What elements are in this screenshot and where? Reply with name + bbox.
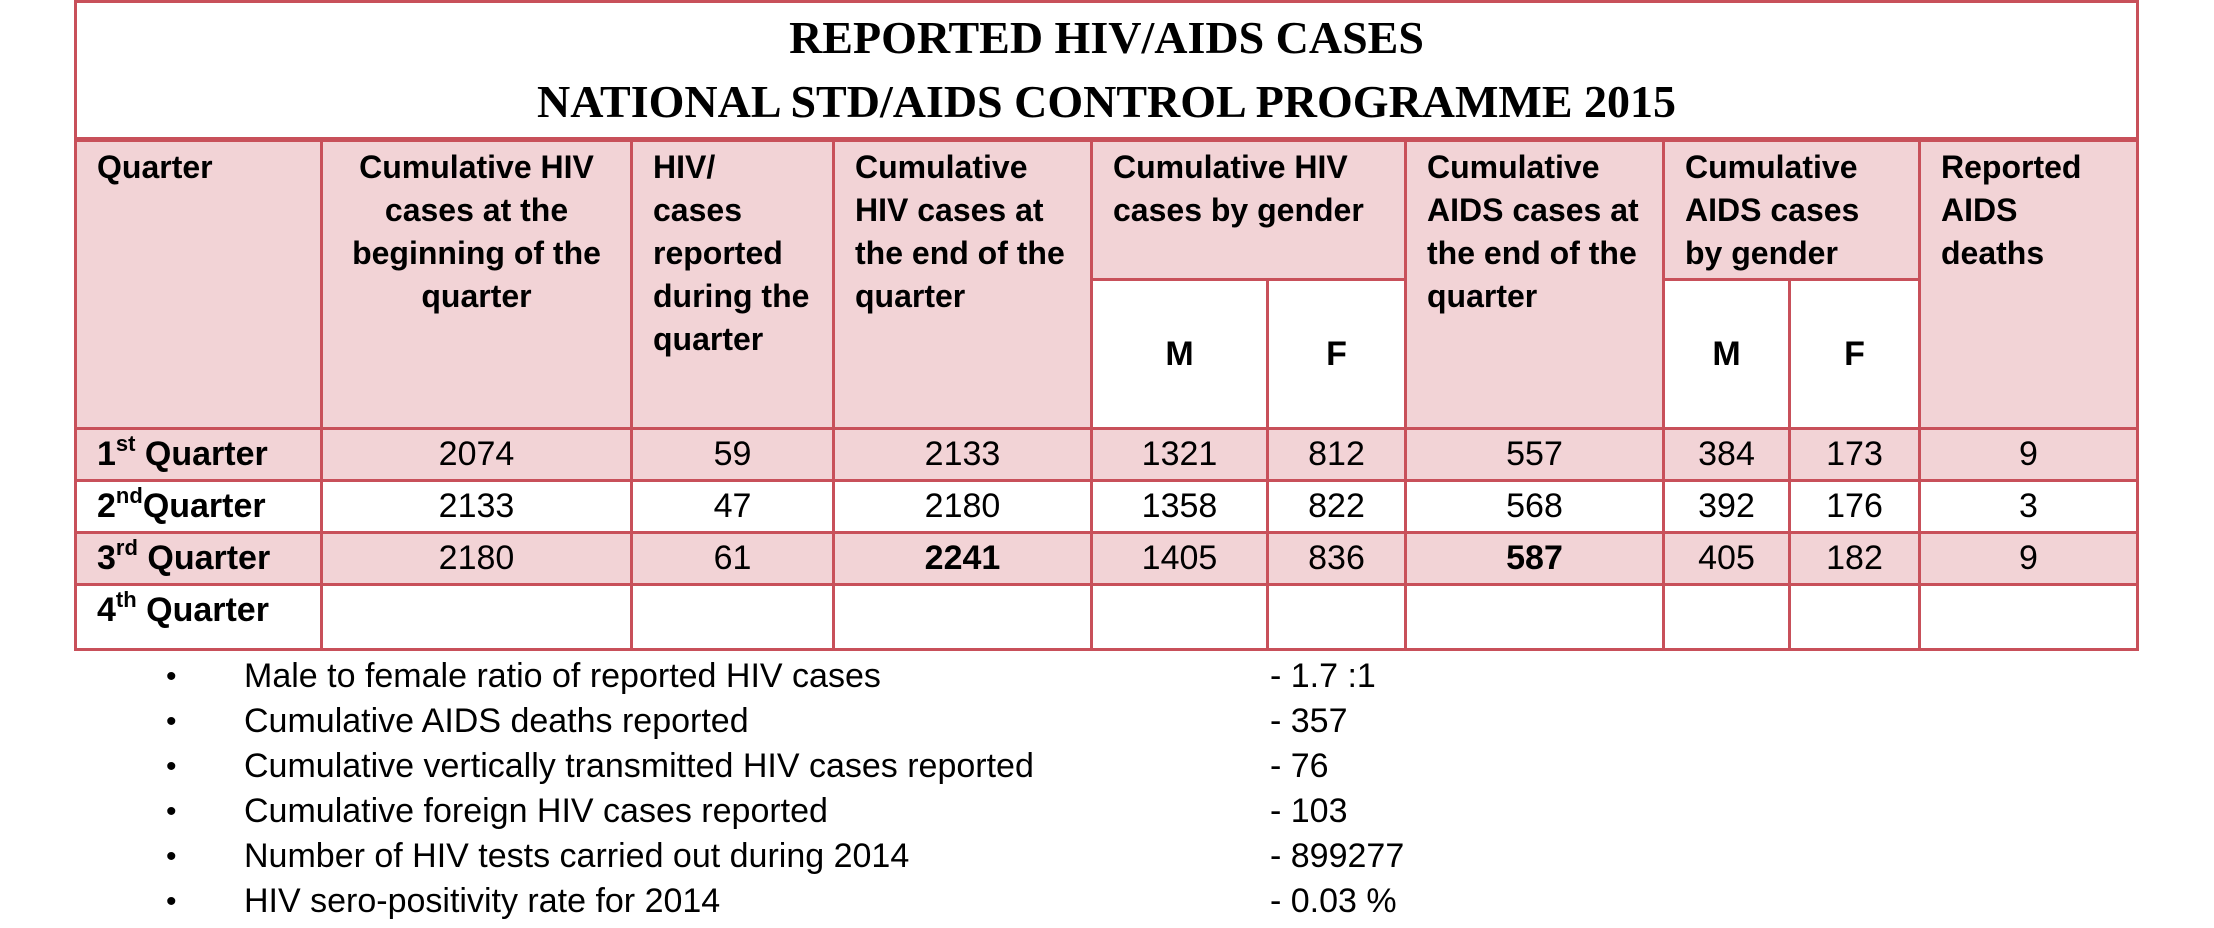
bullet-icon: • — [166, 705, 177, 738]
cell-reported: 59 — [630, 427, 835, 482]
bullet-icon: • — [166, 660, 177, 693]
cell-cum-end: 2241 — [832, 531, 1093, 586]
cell-cum-end — [832, 583, 1093, 651]
stat-value: - 103 — [1270, 792, 1348, 830]
header-aids-end: Cumulative AIDS cases at the end of the … — [1404, 138, 1665, 430]
cell-hiv-male: 1358 — [1090, 479, 1269, 534]
cell-deaths: 9 — [1917, 427, 2140, 482]
header-hiv-female: F — [1266, 278, 1407, 430]
cell-aids-end: 587 — [1404, 531, 1665, 586]
cell-aids-end: 568 — [1404, 479, 1665, 534]
cell-cum-end: 2133 — [832, 427, 1093, 482]
cell-deaths — [1917, 583, 2140, 651]
header-aids-deaths: Reported AIDS deaths — [1917, 138, 2140, 430]
cell-aids-female: 176 — [1788, 479, 1921, 534]
header-reported-during: HIV/ cases reported during the quarter — [630, 138, 835, 430]
header-aids-by-gender: Cumulative AIDS cases by gender — [1662, 138, 1921, 281]
bullet-icon: • — [166, 795, 177, 828]
cell-aids-male — [1662, 583, 1791, 651]
stat-label: Cumulative vertically transmitted HIV ca… — [244, 747, 1034, 785]
stat-value: - 76 — [1270, 747, 1329, 785]
cell-aids-male: 392 — [1662, 479, 1791, 534]
cell-hiv-female: 822 — [1266, 479, 1407, 534]
stat-value: - 357 — [1270, 702, 1348, 740]
hiv-aids-report-table: REPORTED HIV/AIDS CASES NATIONAL STD/AID… — [73, 0, 2140, 651]
bullet-icon: • — [166, 885, 177, 918]
stat-label: Cumulative foreign HIV cases reported — [244, 792, 828, 830]
table-row: 1st Quarter 2074 59 2133 1321 812 557 38… — [74, 427, 2140, 482]
cell-aids-male: 384 — [1662, 427, 1791, 482]
row-label: 3rd Quarter — [74, 531, 323, 586]
row-label: 4th Quarter — [74, 583, 323, 651]
cell-reported: 61 — [630, 531, 835, 586]
header-hiv-by-gender: Cumulative HIV cases by gender — [1090, 138, 1407, 281]
row-label: 2ndQuarter — [74, 479, 323, 534]
list-item: • Male to female ratio of reported HIV c… — [166, 654, 1566, 699]
header-hiv-male: M — [1090, 278, 1269, 430]
header-cum-end: Cumulative HIV cases at the end of the q… — [832, 138, 1093, 430]
cell-aids-male: 405 — [1662, 531, 1791, 586]
stat-label: Male to female ratio of reported HIV cas… — [244, 657, 881, 695]
list-item: • HIV sero-positivity rate for 2014 - 0.… — [166, 879, 1566, 924]
cell-reported: 47 — [630, 479, 835, 534]
stat-value: - 1.7 :1 — [1270, 657, 1376, 695]
cell-hiv-female: 836 — [1266, 531, 1407, 586]
cell-aids-female: 173 — [1788, 427, 1921, 482]
stat-value: - 899277 — [1270, 837, 1405, 875]
list-item: • Cumulative AIDS deaths reported - 357 — [166, 699, 1566, 744]
header-quarter: Quarter — [74, 138, 323, 430]
cell-aids-end: 557 — [1404, 427, 1665, 482]
bullet-icon: • — [166, 840, 177, 873]
cell-hiv-female: 812 — [1266, 427, 1407, 482]
cell-hiv-male: 1405 — [1090, 531, 1269, 586]
header-cum-begin: Cumulative HIV cases at the beginning of… — [320, 138, 633, 430]
cell-hiv-male: 1321 — [1090, 427, 1269, 482]
cell-reported — [630, 583, 835, 651]
cell-cum-begin: 2133 — [320, 479, 633, 534]
cell-hiv-female — [1266, 583, 1407, 651]
header-aids-female: F — [1788, 278, 1921, 430]
stat-label: Number of HIV tests carried out during 2… — [244, 837, 910, 875]
list-item: • Cumulative vertically transmitted HIV … — [166, 744, 1566, 789]
table-row: 2ndQuarter 2133 47 2180 1358 822 568 392… — [74, 479, 2140, 534]
cell-cum-begin: 2074 — [320, 427, 633, 482]
header-aids-male: M — [1662, 278, 1791, 430]
stat-label: HIV sero-positivity rate for 2014 — [244, 882, 721, 920]
table-row: 4th Quarter — [74, 583, 2140, 651]
list-item: • Cumulative foreign HIV cases reported … — [166, 789, 1566, 834]
cell-cum-end: 2180 — [832, 479, 1093, 534]
stat-value: - 0.03 % — [1270, 882, 1397, 920]
cell-cum-begin — [320, 583, 633, 651]
title-line-1: REPORTED HIV/AIDS CASES — [789, 12, 1424, 63]
cell-aids-female: 182 — [1788, 531, 1921, 586]
cell-hiv-male — [1090, 583, 1269, 651]
table-title: REPORTED HIV/AIDS CASES NATIONAL STD/AID… — [73, 0, 2140, 142]
table-row: 3rd Quarter 2180 61 2241 1405 836 587 40… — [74, 531, 2140, 586]
cell-deaths: 3 — [1917, 479, 2140, 534]
row-label: 1st Quarter — [74, 427, 323, 482]
list-item: • Number of HIV tests carried out during… — [166, 834, 1566, 879]
cell-cum-begin: 2180 — [320, 531, 633, 586]
cell-deaths: 9 — [1917, 531, 2140, 586]
title-line-2: NATIONAL STD/AIDS CONTROL PROGRAMME 2015 — [536, 76, 1677, 127]
stat-label: Cumulative AIDS deaths reported — [244, 702, 749, 740]
cell-aids-female — [1788, 583, 1921, 651]
summary-stats-list: • Male to female ratio of reported HIV c… — [166, 654, 1566, 924]
cell-aids-end — [1404, 583, 1665, 651]
bullet-icon: • — [166, 750, 177, 783]
